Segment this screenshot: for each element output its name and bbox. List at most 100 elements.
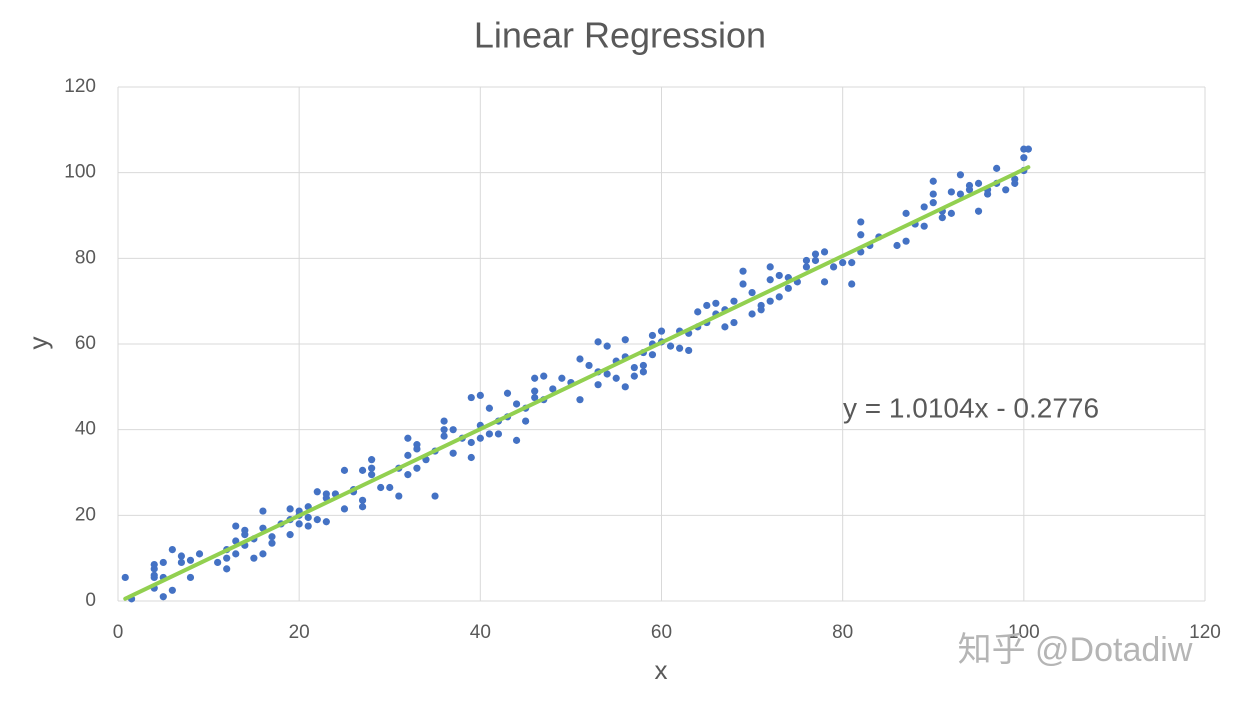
scatter-point [295, 520, 303, 528]
scatter-point [485, 430, 493, 438]
scatter-point [576, 396, 584, 404]
scatter-point [748, 310, 756, 318]
scatter-point [929, 199, 937, 207]
scatter-point [531, 387, 539, 395]
scatter-point [286, 531, 294, 539]
scatter-point [965, 186, 974, 194]
scatter-point [186, 573, 195, 582]
scatter-point [938, 214, 946, 222]
scatter-point [368, 456, 376, 464]
scatter-point [757, 306, 765, 314]
scatter-point [820, 248, 829, 256]
scatter-point [784, 284, 792, 292]
scatter-point [775, 271, 783, 280]
scatter-point [177, 552, 186, 560]
scatter-point [666, 342, 675, 350]
scatter-point [503, 389, 512, 397]
scatter-point [902, 209, 910, 217]
scatter-point [358, 503, 367, 511]
scatter-point [920, 203, 928, 211]
scatter-point [857, 231, 865, 239]
y-tick-label: 20 [75, 504, 96, 525]
scatter-point [159, 558, 167, 567]
scatter-point [730, 318, 738, 327]
scatter-point [476, 434, 484, 442]
y-axis-label: y [23, 337, 53, 350]
scatter-point [748, 289, 756, 297]
scatter-point [621, 336, 629, 344]
scatter-point [585, 361, 593, 370]
scatter-point [322, 518, 330, 526]
scatter-point [121, 573, 129, 582]
scatter-point [286, 505, 294, 513]
scatter-point [449, 449, 457, 457]
scatter-point [304, 522, 312, 530]
scatter-point [974, 179, 983, 187]
scatter-point [956, 190, 965, 198]
scatter-point [612, 374, 620, 382]
scatter-point [377, 483, 385, 492]
scatter-point [685, 346, 693, 355]
x-axis-label: x [655, 655, 668, 685]
scatter-point [440, 417, 448, 425]
scatter-point [494, 430, 503, 438]
y-tick-label: 0 [85, 590, 96, 611]
scatter-point [250, 554, 258, 562]
x-tick-label: 80 [832, 622, 853, 643]
scatter-point [531, 374, 539, 382]
scatter-point [830, 263, 838, 271]
scatter-point [404, 451, 412, 459]
scatter-point [223, 554, 231, 562]
scatter-point [150, 565, 158, 573]
scatter-point [313, 516, 321, 524]
x-tick-label: 60 [651, 622, 672, 643]
scatter-point [404, 471, 412, 479]
scatter-point [766, 297, 774, 305]
scatter-point [984, 190, 992, 198]
scatter-point [775, 293, 783, 301]
scatter-point [594, 381, 602, 389]
y-tick-label: 60 [75, 333, 96, 354]
scatter-point [313, 488, 321, 496]
scatter-point [648, 331, 657, 340]
equation-annotation: y = 1.0104x - 0.2776 [843, 392, 1099, 423]
scatter-point [186, 556, 195, 564]
scatter-point [893, 241, 901, 250]
x-tick-label: 0 [113, 622, 124, 643]
scatter-point [304, 513, 312, 522]
scatter-point [630, 372, 638, 380]
scatter-point [811, 256, 820, 265]
scatter-point [857, 218, 865, 226]
scatter-point [340, 466, 349, 474]
scatter-point [232, 522, 240, 530]
scatter-point [929, 190, 937, 198]
scatter-point [676, 344, 684, 352]
x-tick-label: 120 [1189, 622, 1221, 643]
scatter-point [358, 496, 367, 504]
scatter-point [558, 374, 566, 382]
scatter-point [232, 550, 240, 558]
scatter-point [603, 342, 611, 350]
scatter-point [993, 164, 1001, 172]
scatter-point [268, 533, 276, 541]
scatter-point [531, 393, 539, 402]
scatter-point [195, 550, 204, 558]
scatter-point [721, 323, 729, 331]
scatter-point [639, 368, 647, 376]
scatter-point [440, 432, 448, 440]
scatter-point [621, 383, 629, 391]
scatter-point [241, 531, 249, 539]
scatter-point [920, 222, 928, 230]
scatter-point [712, 299, 720, 307]
scatter-point [431, 492, 439, 500]
scatter-point [522, 417, 530, 425]
scatter-point [603, 370, 611, 378]
scatter-point [730, 297, 738, 305]
scatter-point [802, 256, 811, 265]
scatter-point [512, 436, 521, 444]
scatter-point [802, 263, 811, 271]
scatter-point [386, 483, 394, 492]
scatter-point [168, 546, 176, 554]
